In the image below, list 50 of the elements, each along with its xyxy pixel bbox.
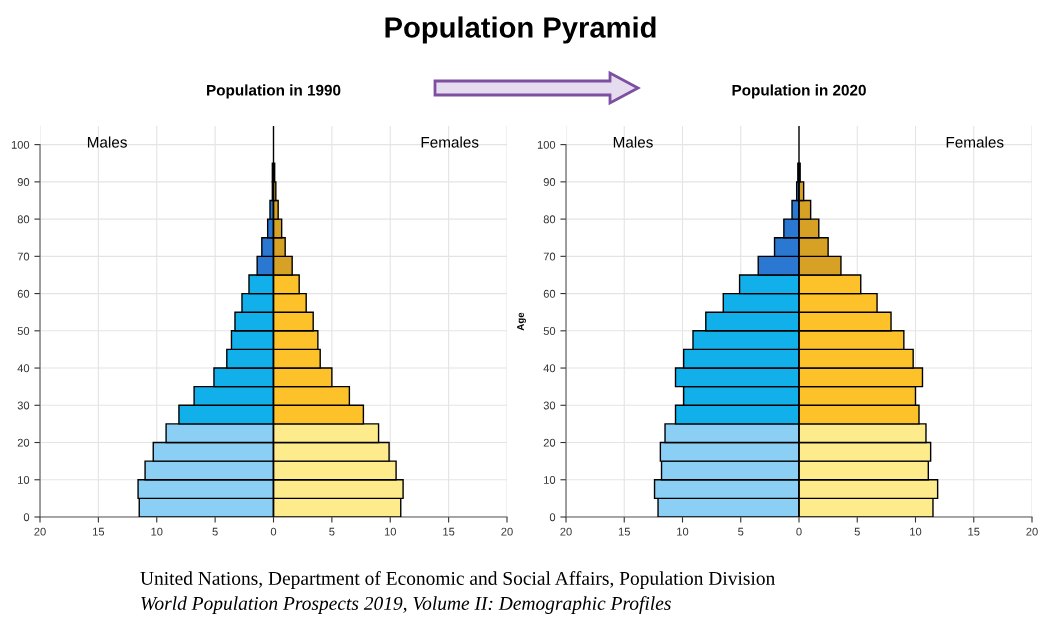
- y-tick-label: 30: [543, 401, 556, 410]
- y-tick-label: 40: [543, 364, 556, 373]
- y-tick-label: 90: [17, 178, 30, 186]
- y-tick-label: 90: [543, 178, 556, 186]
- y-tick-label: 0: [549, 513, 556, 522]
- y-tick-label: 20: [543, 438, 556, 447]
- text: United Nations, Department of Economic and Social Affairs, Population Division: [140, 571, 775, 589]
- x-tick-label: 10: [910, 527, 922, 536]
- x-tick-label: 5: [854, 527, 860, 536]
- y-tick-label: 10: [18, 476, 30, 484]
- annotation: Females: [946, 136, 1004, 148]
- x-tick-label: 20: [1026, 527, 1038, 536]
- x-tick-label: 15: [93, 527, 105, 536]
- y-tick-label: 70: [543, 252, 556, 261]
- chart-title: Population in 1990: [207, 84, 341, 99]
- x-tick-label: 0: [796, 527, 802, 536]
- y-tick-label: 50: [17, 327, 30, 335]
- y-tick-label: 100: [537, 140, 556, 149]
- y-tick-label: 70: [17, 252, 30, 261]
- annotation: Females: [421, 136, 479, 148]
- x-tick-label: 15: [968, 527, 980, 536]
- x-tick-label: 10: [384, 527, 396, 536]
- y-tick-label: 40: [17, 364, 30, 373]
- y-tick-label: 100: [11, 140, 30, 149]
- y-tick-label: 20: [17, 438, 30, 447]
- x-tick-label: 5: [329, 527, 335, 536]
- y-tick-label: 80: [17, 215, 30, 224]
- y-tick-label: 0: [23, 513, 30, 522]
- x-tick-label: 0: [270, 527, 277, 536]
- x-tick-label: 20: [34, 527, 46, 536]
- chart-title: Population in 2020: [732, 84, 866, 99]
- annotation: Males: [87, 136, 127, 148]
- x-tick-label: 20: [560, 527, 572, 536]
- x-tick-label: 5: [212, 527, 218, 536]
- y-tick-label: 50: [543, 327, 556, 335]
- text: Population Pyramid: [385, 16, 656, 44]
- annotation: Males: [613, 136, 653, 148]
- x-tick-label: 15: [443, 527, 455, 536]
- y-tick-label: 60: [17, 289, 30, 298]
- y-tick-label: 80: [543, 215, 556, 224]
- x-tick-label: 15: [618, 527, 630, 536]
- y-tick-label: 10: [544, 476, 556, 484]
- x-tick-label: 20: [501, 527, 513, 536]
- y-tick-label: 30: [17, 401, 30, 410]
- y-tick-label: 60: [543, 289, 556, 298]
- x-tick-label: 10: [677, 527, 689, 536]
- text: World Population Prospects 2019, Volume II: Demographic Profiles: [141, 596, 671, 614]
- y-axis-title: Age: [517, 312, 526, 331]
- x-tick-label: 5: [738, 527, 744, 536]
- x-tick-label: 10: [151, 527, 163, 536]
